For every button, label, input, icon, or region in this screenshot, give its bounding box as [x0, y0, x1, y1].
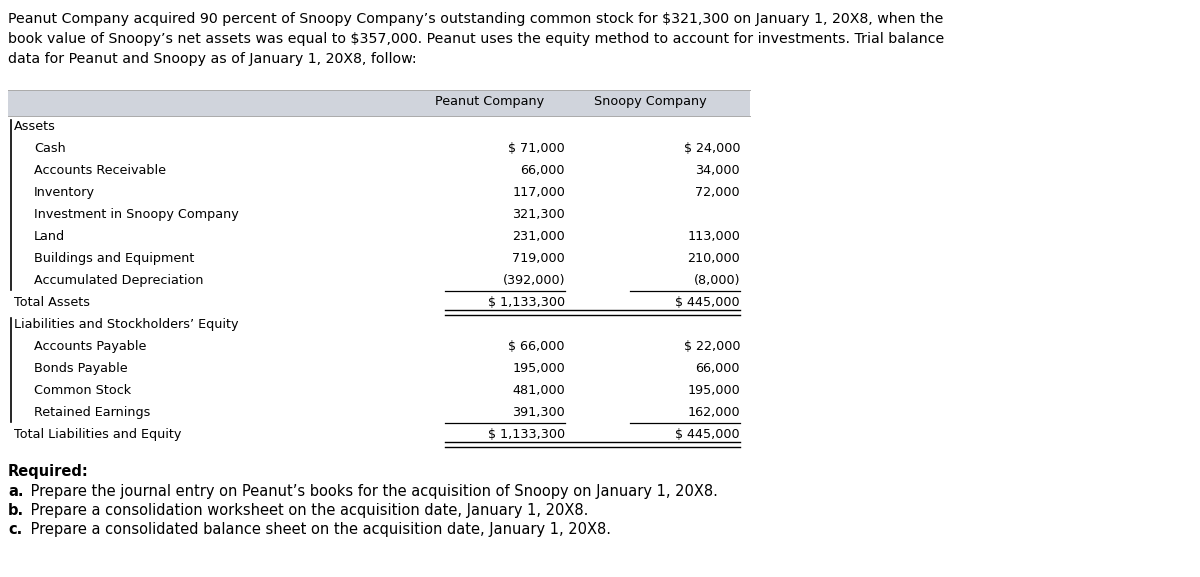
Text: $ 1,133,300: $ 1,133,300 [488, 296, 565, 309]
Text: (392,000): (392,000) [503, 274, 565, 287]
Text: Peanut Company acquired 90 percent of Snoopy Company’s outstanding common stock : Peanut Company acquired 90 percent of Sn… [8, 12, 943, 26]
Text: 117,000: 117,000 [512, 186, 565, 199]
Text: $ 71,000: $ 71,000 [509, 142, 565, 155]
Text: Land: Land [34, 230, 65, 243]
Text: Inventory: Inventory [34, 186, 95, 199]
Text: Prepare a consolidated balance sheet on the acquisition date, January 1, 20X8.: Prepare a consolidated balance sheet on … [26, 522, 611, 537]
Text: 72,000: 72,000 [695, 186, 740, 199]
Text: 66,000: 66,000 [696, 362, 740, 375]
Text: Accumulated Depreciation: Accumulated Depreciation [34, 274, 204, 287]
Text: c.: c. [8, 522, 23, 537]
Text: $ 66,000: $ 66,000 [509, 340, 565, 353]
Text: Prepare the journal entry on Peanut’s books for the acquisition of Snoopy on Jan: Prepare the journal entry on Peanut’s bo… [26, 484, 718, 499]
Text: Peanut Company: Peanut Company [436, 95, 545, 108]
Text: book value of Snoopy’s net assets was equal to $357,000. Peanut uses the equity : book value of Snoopy’s net assets was eq… [8, 32, 944, 46]
Text: Retained Earnings: Retained Earnings [34, 406, 150, 419]
Text: $ 24,000: $ 24,000 [684, 142, 740, 155]
Text: 162,000: 162,000 [688, 406, 740, 419]
Text: 719,000: 719,000 [512, 252, 565, 265]
Text: Bonds Payable: Bonds Payable [34, 362, 127, 375]
Text: 66,000: 66,000 [521, 164, 565, 177]
Text: Liabilities and Stockholders’ Equity: Liabilities and Stockholders’ Equity [14, 318, 239, 331]
Text: $ 445,000: $ 445,000 [676, 296, 740, 309]
Text: 231,000: 231,000 [512, 230, 565, 243]
Text: Snoopy Company: Snoopy Company [594, 95, 707, 108]
Text: Required:: Required: [8, 464, 89, 479]
Text: (8,000): (8,000) [694, 274, 740, 287]
Text: Prepare a consolidation worksheet on the acquisition date, January 1, 20X8.: Prepare a consolidation worksheet on the… [26, 503, 588, 518]
Text: $ 1,133,300: $ 1,133,300 [488, 428, 565, 441]
Text: Total Liabilities and Equity: Total Liabilities and Equity [14, 428, 181, 441]
Text: b.: b. [8, 503, 24, 518]
Text: Buildings and Equipment: Buildings and Equipment [34, 252, 194, 265]
Text: Total Assets: Total Assets [14, 296, 90, 309]
Text: 481,000: 481,000 [512, 384, 565, 397]
Text: Common Stock: Common Stock [34, 384, 131, 397]
Text: 321,300: 321,300 [512, 208, 565, 221]
Text: Accounts Payable: Accounts Payable [34, 340, 146, 353]
Text: Investment in Snoopy Company: Investment in Snoopy Company [34, 208, 239, 221]
Text: data for Peanut and Snoopy as of January 1, 20X8, follow:: data for Peanut and Snoopy as of January… [8, 52, 416, 66]
Text: Accounts Receivable: Accounts Receivable [34, 164, 166, 177]
Text: Cash: Cash [34, 142, 66, 155]
Text: $ 22,000: $ 22,000 [684, 340, 740, 353]
Text: 210,000: 210,000 [688, 252, 740, 265]
Text: Assets: Assets [14, 120, 56, 133]
Text: 195,000: 195,000 [512, 362, 565, 375]
Bar [8, 90, 750, 116]
Text: 391,300: 391,300 [512, 406, 565, 419]
Text: $ 445,000: $ 445,000 [676, 428, 740, 441]
Text: a.: a. [8, 484, 24, 499]
Text: 195,000: 195,000 [688, 384, 740, 397]
Text: 34,000: 34,000 [695, 164, 740, 177]
Text: 113,000: 113,000 [688, 230, 740, 243]
